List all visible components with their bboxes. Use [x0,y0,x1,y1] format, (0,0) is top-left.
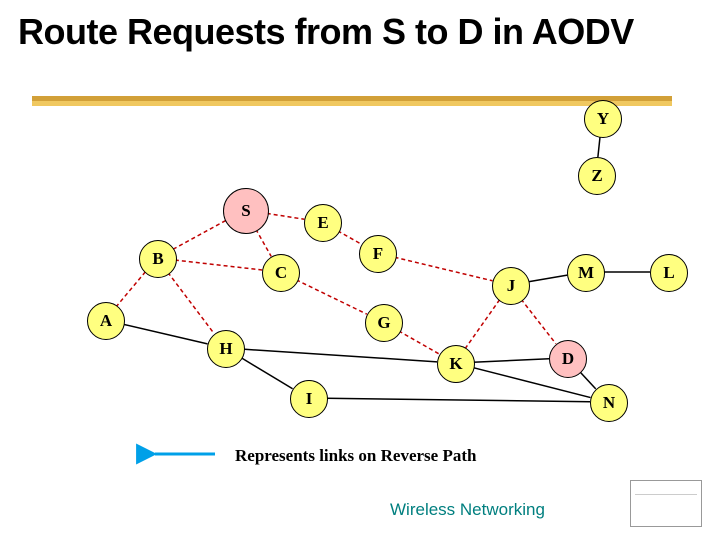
edge-J-K [465,300,499,349]
edge-J-D [521,299,556,344]
slide-thumbnail [630,480,702,527]
edge-C-G [296,280,367,314]
node-i: I [290,380,328,418]
node-m: M [567,254,605,292]
edge-I-N [326,398,590,402]
node-y: Y [584,100,622,138]
edge-A-H [123,324,208,344]
node-z: Z [578,157,616,195]
title-underline [32,96,672,106]
edge-J-M [528,275,568,282]
edge-S-B [173,221,226,250]
edge-G-K [399,331,440,354]
node-g: G [365,304,403,342]
node-a: A [87,302,125,340]
edge-F-J [395,257,493,281]
node-l: L [650,254,688,292]
edge-B-C [175,260,262,270]
edge-S-C [256,229,271,256]
node-b: B [139,240,177,278]
edge-K-D [473,359,549,362]
node-e: E [304,204,342,242]
node-n: N [590,384,628,422]
node-d: D [549,340,587,378]
edge-Y-Z [598,136,600,157]
node-f: F [359,235,397,273]
node-s: S [223,188,269,234]
node-c: C [262,254,300,292]
footer-text: Wireless Networking [390,500,545,520]
edge-S-E [267,213,304,219]
edge-D-N [579,371,595,389]
edge-E-F [338,231,362,244]
legend-text: Represents links on Reverse Path [235,446,476,466]
node-h: H [207,330,245,368]
node-j: J [492,267,530,305]
node-k: K [437,345,475,383]
edge-H-I [240,357,292,388]
edge-B-H [168,272,214,333]
slide-title: Route Requests from S to D in AODV [18,12,658,52]
edge-B-A [117,272,146,306]
edge-H-K [243,349,437,362]
